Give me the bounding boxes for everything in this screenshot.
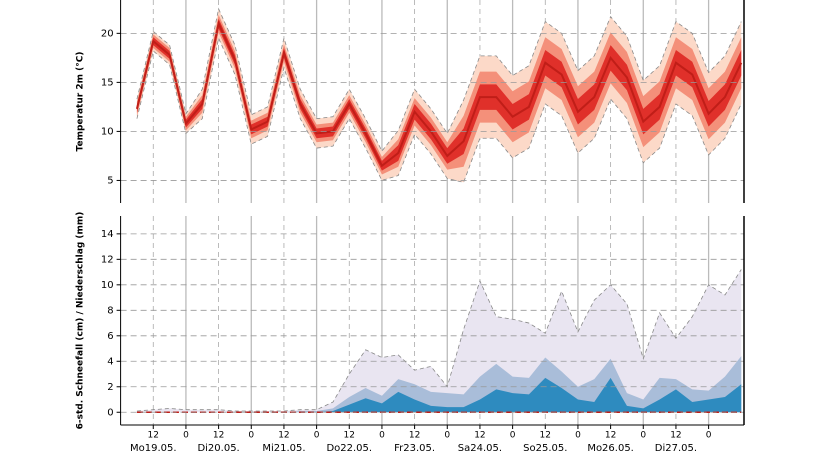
y-tick-label: 0 [107,407,113,418]
day-label: Do22.05. [326,443,372,454]
x-tick-label: 0 [379,431,385,441]
x-tick-label: 0 [510,431,516,441]
x-tick-label: 12 [213,431,224,441]
x-tick-label: 0 [183,431,189,441]
precip-area [136,269,742,413]
y-axis-label: 6-std. Schneefall (cm) / Niederschlag (m… [76,212,86,430]
y-tick-label: 15 [101,77,114,88]
x-tick-label: 12 [474,431,485,441]
y-tick-label: 10 [101,126,114,137]
y-tick-label: 12 [101,254,114,265]
day-label: So25.05. [523,443,567,454]
x-tick-label: 12 [409,431,420,441]
y-tick-label: 5 [107,175,113,186]
day-label: Di27.05. [655,443,697,454]
x-tick-label: 12 [605,431,616,441]
day-label: Mi21.05. [262,443,305,454]
day-label: Mo26.05. [587,443,634,454]
y-tick-label: 6 [107,331,113,342]
y-axis-label: Temperatur 2m (°C) [76,52,86,152]
x-tick-label: 12 [670,431,681,441]
day-label: Sa24.05. [458,443,502,454]
x-tick-label: 0 [640,431,646,441]
y-tick-label: 20 [101,28,114,39]
precip-area [136,377,742,413]
y-tick-label: 8 [107,305,113,316]
x-tick-label: 12 [278,431,289,441]
x-tick-label: 0 [575,431,581,441]
day-label: Mo19.05. [130,443,177,454]
y-tick-label: 14 [101,229,114,240]
y-tick-label: 2 [107,382,113,393]
y-tick-label: 4 [107,356,113,367]
x-tick-label: 12 [344,431,355,441]
x-tick-label: 12 [540,431,551,441]
band-edge [136,7,742,152]
median-line [135,20,743,168]
x-tick-label: 0 [706,431,712,441]
y-tick-label: 10 [101,280,114,291]
precip-area [136,356,742,413]
band-edge [136,36,742,183]
uncertainty-band [136,18,742,171]
x-tick-label: 12 [148,431,159,441]
day-label: Di20.05. [197,443,239,454]
day-label: Fr23.05. [394,443,435,454]
area-edge [136,269,742,412]
x-tick-label: 0 [314,431,320,441]
x-tick-label: 0 [248,431,254,441]
x-tick-label: 0 [444,431,450,441]
uncertainty-band [136,8,742,183]
